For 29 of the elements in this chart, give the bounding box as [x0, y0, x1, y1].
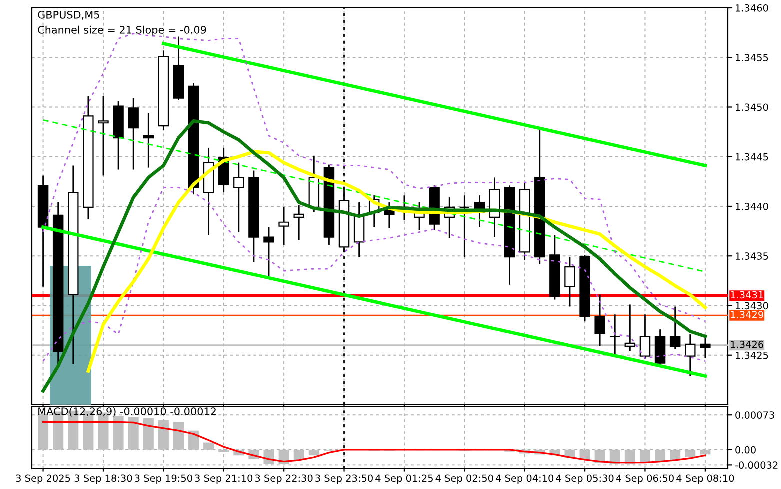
x-tick-label: 3 Sep 19:50: [135, 474, 192, 484]
ref-line-label: 1.3431: [731, 291, 764, 299]
x-tick-label: 3 Sep 23:50: [316, 474, 373, 484]
x-tick-label: 3 Sep 18:30: [74, 474, 132, 484]
annotation: Channel size = 21 Slope = -0.09: [38, 26, 206, 36]
x-tick-label: 3 Sep 2025: [16, 474, 70, 484]
x-tick-label: 4 Sep 08:10: [676, 474, 734, 484]
y-tick-label: 1.3430: [736, 302, 768, 310]
y-tick-label: 1.3460: [736, 4, 768, 12]
x-tick-label: 4 Sep 04:10: [496, 474, 554, 484]
y-tick-label: 0.00: [736, 446, 756, 454]
x-tick-label: 4 Sep 01:25: [376, 474, 433, 484]
y-tick-label: 1.3445: [736, 153, 768, 161]
x-tick-label: 4 Sep 06:50: [616, 474, 674, 484]
y-tick-label: 1.3435: [736, 252, 768, 260]
x-tick-label: 3 Sep 21:10: [195, 474, 253, 484]
y-tick-label: 1.3425: [736, 352, 768, 360]
y-tick-label: 1.3440: [736, 202, 768, 210]
chart-title: GBPUSD,M5: [38, 10, 100, 20]
x-tick-label: 3 Sep 22:30: [255, 474, 313, 484]
y-tick-label: -0.00032: [735, 462, 778, 470]
y-tick-label: 0.00073: [736, 412, 774, 419]
ref-line-label: 1.3429: [731, 311, 764, 318]
x-tick-label: 4 Sep 05:30: [556, 474, 614, 484]
ref-line-label: 1.3426: [731, 340, 764, 348]
chart-title: MACD(12,26,9) -0.00010 -0.00012: [38, 407, 216, 417]
y-tick-label: 1.3455: [736, 54, 768, 62]
y-tick-label: 1.3450: [736, 104, 768, 112]
x-tick-label: 4 Sep 02:50: [436, 474, 494, 484]
